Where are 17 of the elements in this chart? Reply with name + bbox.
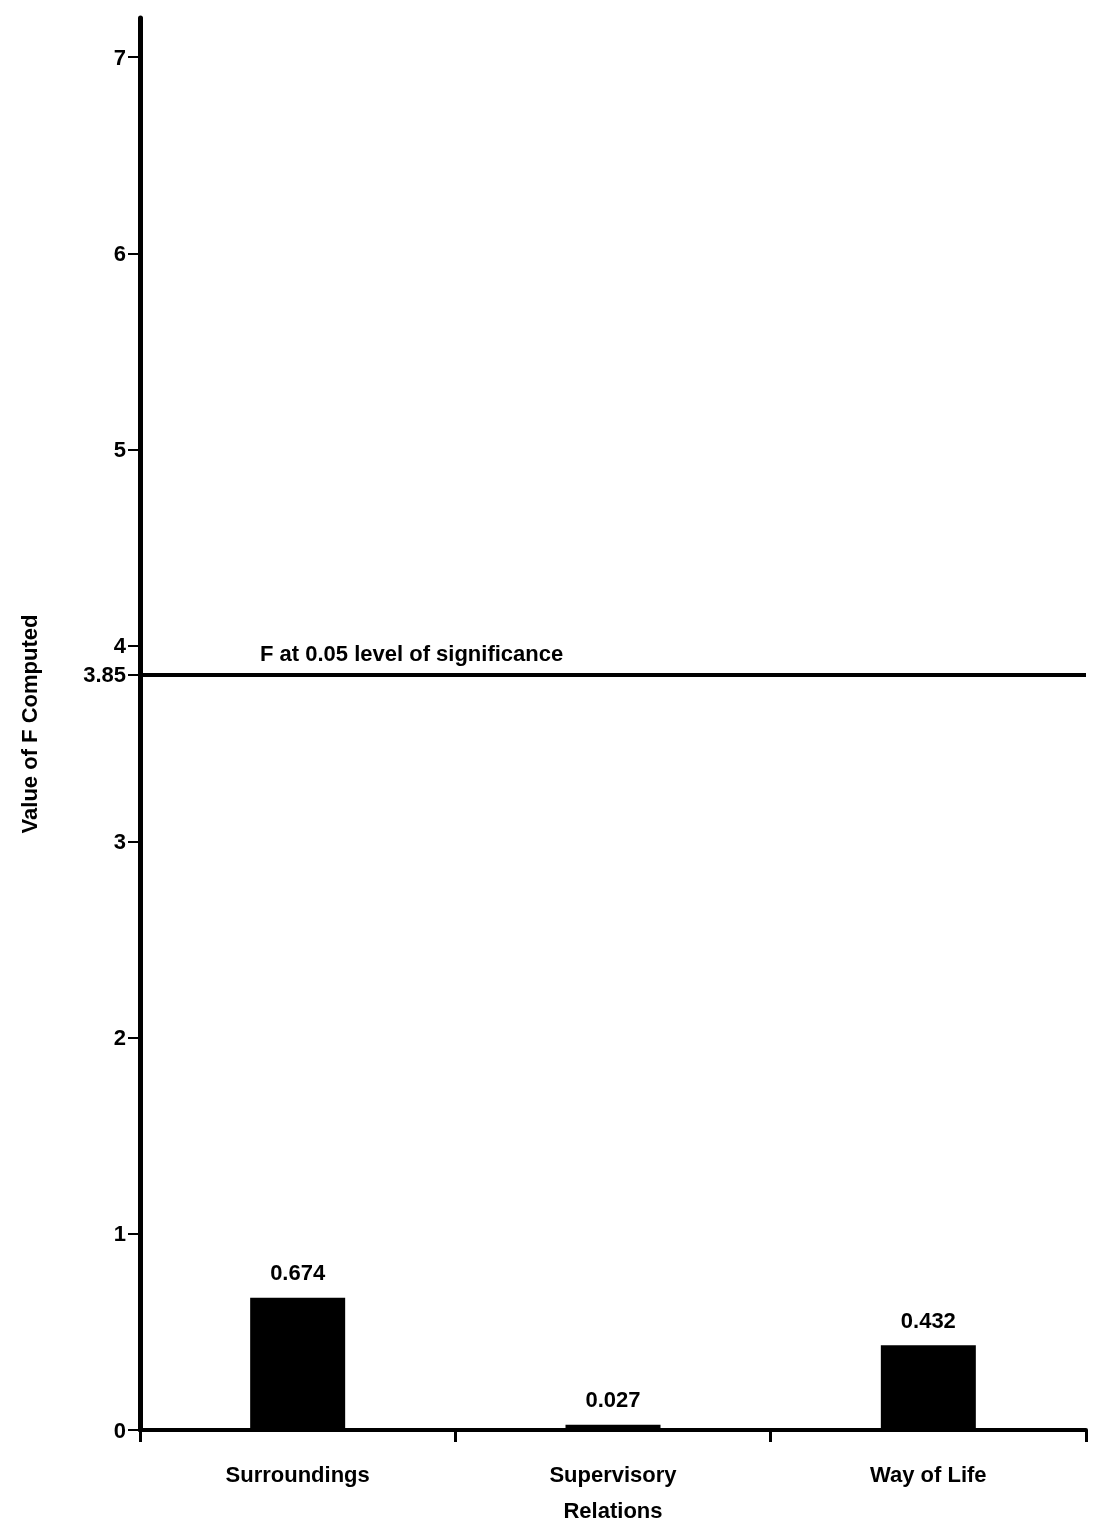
y-axis-title: Value of F Computed bbox=[16, 614, 42, 834]
data-label: 0.674 bbox=[270, 1260, 326, 1286]
x-tick-label: Way of Life bbox=[870, 1461, 987, 1487]
y-tick-label: 1 bbox=[113, 1221, 126, 1247]
y-tick-label: 4 bbox=[113, 633, 127, 659]
x-tick-label: Supervisory Relations bbox=[549, 1461, 678, 1523]
y-tick-label: 3 bbox=[113, 829, 126, 855]
ref-line-label: F at 0.05 level of significance bbox=[260, 641, 564, 667]
y-tick-label: 3.85 bbox=[83, 662, 126, 688]
y-tick-label: 7 bbox=[113, 44, 126, 70]
data-label: 0.027 bbox=[585, 1387, 641, 1413]
y-tick-label: 5 bbox=[113, 436, 126, 462]
x-tick-label: Surroundings bbox=[225, 1461, 370, 1487]
y-tick-label: 0 bbox=[113, 1417, 126, 1443]
y-tick-label: 2 bbox=[113, 1025, 126, 1051]
data-label: 0.432 bbox=[900, 1307, 956, 1333]
y-tick-label: 6 bbox=[113, 240, 126, 266]
